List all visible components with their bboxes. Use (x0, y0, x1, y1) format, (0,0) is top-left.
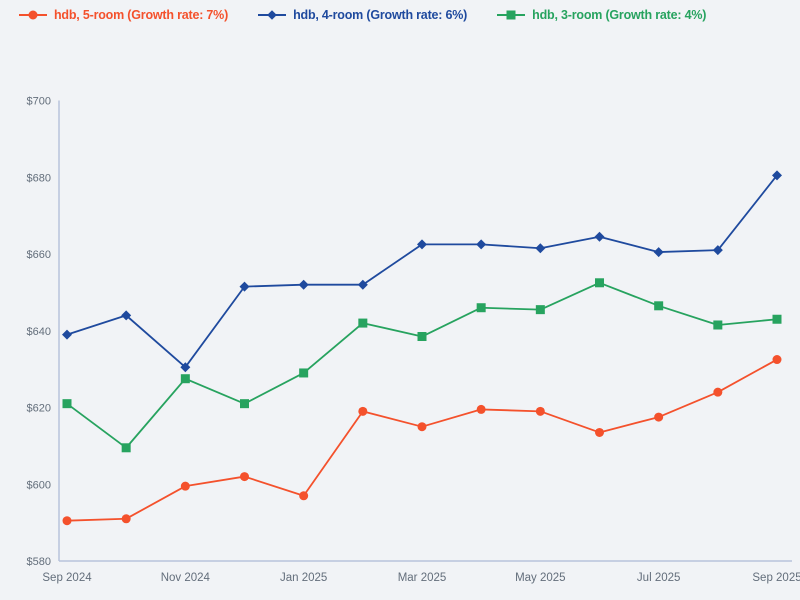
legend-item-4-room[interactable]: hdb, 4-room (Growth rate: 6%) (257, 8, 467, 22)
data-point-marker[interactable] (772, 355, 782, 365)
y-tick-label: $700 (27, 96, 51, 108)
data-point-marker[interactable] (712, 245, 723, 256)
data-point-marker[interactable] (358, 318, 368, 328)
data-point-marker[interactable] (357, 279, 368, 290)
data-point-marker[interactable] (772, 314, 782, 324)
y-tick-label: $640 (27, 326, 51, 338)
x-tick-label: Sep 2024 (42, 572, 92, 584)
data-point-marker[interactable] (417, 422, 427, 432)
data-point-marker[interactable] (180, 481, 190, 491)
legend-item-3-room[interactable]: hdb, 3-room (Growth rate: 4%) (496, 8, 706, 22)
data-point-marker[interactable] (417, 239, 427, 250)
series-line-hdb-5-room (66, 358, 778, 522)
data-point-marker[interactable] (535, 305, 545, 315)
data-point-marker[interactable] (121, 310, 132, 321)
y-tick-label: $680 (27, 172, 51, 184)
data-point-marker[interactable] (62, 399, 72, 409)
x-tick-label: Mar 2025 (398, 572, 447, 584)
data-point-marker[interactable] (358, 406, 368, 416)
square-marker-icon (497, 10, 526, 20)
data-point-marker[interactable] (240, 472, 249, 482)
legend-label-4-room: hdb, 4-room (Growth rate: 6%) (293, 8, 468, 22)
legend-label-3-room: hdb, 3-room (Growth rate: 4%) (532, 8, 707, 22)
data-point-marker[interactable] (62, 516, 72, 526)
data-point-marker[interactable] (654, 412, 664, 422)
x-tick-label: Sep 2025 (752, 572, 800, 584)
data-point-marker[interactable] (239, 281, 250, 292)
data-point-marker[interactable] (476, 239, 487, 250)
data-point-marker[interactable] (298, 279, 309, 290)
data-point-marker[interactable] (535, 243, 546, 254)
data-point-marker[interactable] (535, 406, 545, 416)
data-point-marker[interactable] (121, 443, 131, 453)
data-point-marker[interactable] (240, 399, 249, 409)
data-point-marker[interactable] (595, 278, 604, 288)
data-point-marker[interactable] (417, 332, 427, 342)
y-tick-label: $580 (27, 556, 51, 568)
x-tick-label: Jul 2025 (637, 572, 680, 584)
data-point-marker[interactable] (180, 362, 191, 373)
data-point-marker[interactable] (299, 368, 309, 378)
data-point-marker[interactable] (595, 427, 604, 437)
diamond-marker-icon (258, 10, 287, 20)
x-tick-label: Jan 2025 (280, 572, 327, 584)
circle-marker-icon (19, 10, 47, 20)
data-point-marker[interactable] (299, 491, 309, 501)
data-point-marker[interactable] (180, 374, 190, 384)
data-point-marker[interactable] (121, 514, 131, 524)
data-point-marker[interactable] (476, 404, 486, 414)
x-tick-label: May 2025 (515, 572, 566, 584)
y-tick-label: $660 (27, 249, 51, 261)
data-point-marker[interactable] (476, 303, 486, 313)
legend-label-5-room: hdb, 5-room (Growth rate: 7%) (54, 8, 229, 22)
y-tick-label: $600 (27, 479, 51, 491)
data-point-marker[interactable] (62, 329, 72, 340)
data-point-marker[interactable] (772, 170, 782, 181)
y-tick-label: $620 (27, 403, 51, 415)
data-point-marker[interactable] (713, 387, 723, 397)
data-point-marker[interactable] (653, 247, 664, 258)
legend: hdb, 5-room (Growth rate: 7%) hdb, 4-roo… (18, 8, 706, 22)
data-point-marker[interactable] (713, 320, 723, 330)
legend-item-5-room[interactable]: hdb, 5-room (Growth rate: 7%) (18, 8, 228, 22)
data-point-marker[interactable] (654, 301, 664, 311)
data-point-marker[interactable] (594, 231, 605, 242)
x-tick-label: Nov 2024 (161, 572, 211, 584)
